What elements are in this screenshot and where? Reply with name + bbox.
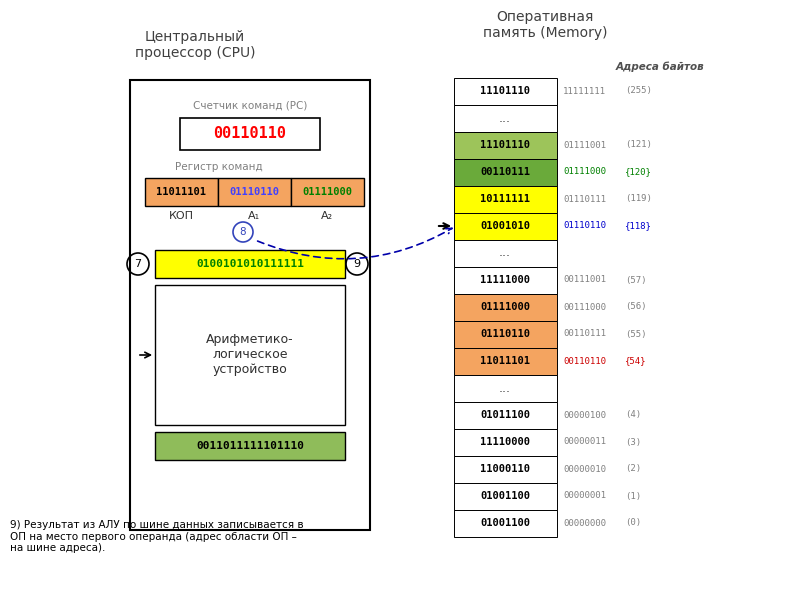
Text: 00110110: 00110110 bbox=[563, 356, 606, 365]
Bar bbox=[454, 483, 557, 510]
Text: 00000001: 00000001 bbox=[563, 491, 606, 500]
Bar bbox=[454, 105, 557, 132]
Text: (56): (56) bbox=[625, 302, 646, 311]
Text: {118}: {118} bbox=[625, 221, 652, 230]
Text: 01001100: 01001100 bbox=[480, 518, 530, 528]
Text: А₁: А₁ bbox=[248, 211, 260, 221]
Bar bbox=[454, 429, 557, 456]
Text: 00110111: 00110111 bbox=[480, 167, 530, 177]
Bar bbox=[454, 510, 557, 537]
Bar bbox=[218, 178, 291, 206]
Text: 00110110: 00110110 bbox=[214, 127, 286, 142]
Text: Центральный
процессор (CPU): Центральный процессор (CPU) bbox=[134, 30, 255, 60]
Text: 01110110: 01110110 bbox=[229, 187, 279, 197]
Bar bbox=[291, 178, 364, 206]
Text: (0): (0) bbox=[625, 518, 641, 527]
Text: Регистр команд: Регистр команд bbox=[175, 162, 262, 172]
Text: 11101110: 11101110 bbox=[480, 140, 530, 150]
Text: 01111000: 01111000 bbox=[480, 302, 530, 312]
Bar bbox=[454, 186, 557, 213]
Text: ...: ... bbox=[499, 112, 511, 124]
Text: {54}: {54} bbox=[625, 356, 646, 365]
Text: 01111000: 01111000 bbox=[563, 167, 606, 176]
Text: 11111111: 11111111 bbox=[563, 86, 606, 95]
Bar bbox=[454, 159, 557, 186]
Bar bbox=[454, 375, 557, 402]
Text: 01001100: 01001100 bbox=[480, 491, 530, 501]
Text: 11000110: 11000110 bbox=[480, 464, 530, 474]
Text: 01011100: 01011100 bbox=[480, 410, 530, 420]
Text: (1): (1) bbox=[625, 491, 641, 500]
Bar bbox=[155, 285, 345, 425]
Bar bbox=[180, 118, 320, 150]
Text: 11011101: 11011101 bbox=[156, 187, 206, 197]
Text: 7: 7 bbox=[134, 259, 142, 269]
Text: (121): (121) bbox=[625, 140, 652, 149]
Text: 0011011111101110: 0011011111101110 bbox=[196, 441, 304, 451]
Text: {120}: {120} bbox=[625, 167, 652, 176]
Text: (55): (55) bbox=[625, 329, 646, 338]
Text: ...: ... bbox=[499, 382, 511, 395]
FancyArrowPatch shape bbox=[258, 229, 452, 259]
Text: (57): (57) bbox=[625, 275, 646, 284]
Text: 11111000: 11111000 bbox=[480, 275, 530, 285]
Text: (119): (119) bbox=[625, 194, 652, 203]
Bar bbox=[454, 456, 557, 483]
Bar bbox=[454, 213, 557, 240]
Text: 01111000: 01111000 bbox=[302, 187, 352, 197]
Text: 00000100: 00000100 bbox=[563, 410, 606, 419]
Text: 01110110: 01110110 bbox=[563, 221, 606, 230]
Text: КОП: КОП bbox=[169, 211, 194, 221]
Text: 01111001: 01111001 bbox=[563, 140, 606, 149]
Text: 11011101: 11011101 bbox=[480, 356, 530, 366]
Text: 11101110: 11101110 bbox=[480, 86, 530, 96]
Text: А₂: А₂ bbox=[321, 211, 333, 221]
Bar bbox=[454, 78, 557, 105]
Text: Оперативная
память (Memory): Оперативная память (Memory) bbox=[482, 10, 607, 40]
Bar bbox=[454, 267, 557, 294]
Bar bbox=[454, 132, 557, 159]
Text: (2): (2) bbox=[625, 464, 641, 473]
Text: Счетчик команд (PC): Счетчик команд (PC) bbox=[193, 100, 307, 110]
Text: 9: 9 bbox=[354, 259, 361, 269]
Text: Арифметико-
логическое
устройство: Арифметико- логическое устройство bbox=[206, 334, 294, 377]
Text: 00000011: 00000011 bbox=[563, 437, 606, 446]
Text: 00000000: 00000000 bbox=[563, 518, 606, 527]
Text: 9) Результат из АЛУ по шине данных записывается в
ОП на место первого операнда (: 9) Результат из АЛУ по шине данных запис… bbox=[10, 520, 304, 553]
Text: 01110110: 01110110 bbox=[480, 329, 530, 339]
Bar bbox=[454, 294, 557, 321]
Text: 00000010: 00000010 bbox=[563, 464, 606, 473]
Text: (4): (4) bbox=[625, 410, 641, 419]
Text: 00111001: 00111001 bbox=[563, 275, 606, 284]
Bar bbox=[155, 250, 345, 278]
Text: 10111111: 10111111 bbox=[480, 194, 530, 204]
Text: 00110111: 00110111 bbox=[563, 329, 606, 338]
Text: 01110111: 01110111 bbox=[563, 194, 606, 203]
Text: 00111000: 00111000 bbox=[563, 302, 606, 311]
Bar bbox=[454, 240, 557, 267]
Bar bbox=[454, 321, 557, 348]
Bar bbox=[130, 80, 370, 530]
Text: 01001010: 01001010 bbox=[480, 221, 530, 231]
Text: (3): (3) bbox=[625, 437, 641, 446]
Text: (255): (255) bbox=[625, 86, 652, 95]
Bar bbox=[155, 432, 345, 460]
Text: Адреса байтов: Адреса байтов bbox=[616, 62, 704, 73]
Bar bbox=[145, 178, 218, 206]
Bar bbox=[454, 402, 557, 429]
Text: 8: 8 bbox=[240, 227, 246, 237]
Text: 0100101010111111: 0100101010111111 bbox=[196, 259, 304, 269]
Bar bbox=[454, 348, 557, 375]
Text: 11110000: 11110000 bbox=[480, 437, 530, 447]
Text: ...: ... bbox=[499, 247, 511, 259]
